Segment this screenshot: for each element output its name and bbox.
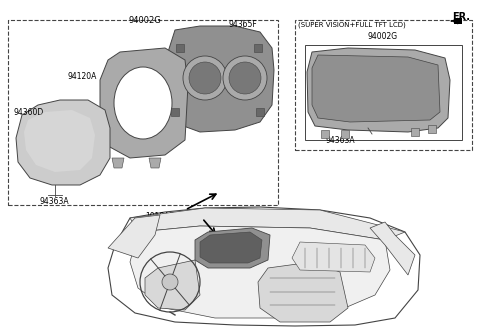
Bar xyxy=(171,108,179,116)
Polygon shape xyxy=(166,26,274,132)
Polygon shape xyxy=(24,110,95,172)
Bar xyxy=(254,44,262,52)
Text: 94002G: 94002G xyxy=(368,32,398,41)
Text: 94002G: 94002G xyxy=(129,16,161,25)
Polygon shape xyxy=(258,262,348,322)
Text: 94363A: 94363A xyxy=(325,136,355,145)
Bar xyxy=(8,20,278,205)
Circle shape xyxy=(189,62,221,94)
Bar xyxy=(411,128,419,136)
Polygon shape xyxy=(307,48,450,132)
Text: 94363A: 94363A xyxy=(40,197,70,206)
Circle shape xyxy=(223,56,267,100)
Circle shape xyxy=(183,56,227,100)
Circle shape xyxy=(162,274,178,290)
Polygon shape xyxy=(130,208,405,240)
Text: 94365F: 94365F xyxy=(228,20,257,29)
Polygon shape xyxy=(292,242,375,272)
Bar xyxy=(176,44,184,52)
Polygon shape xyxy=(112,158,124,168)
Polygon shape xyxy=(100,48,188,158)
Polygon shape xyxy=(312,55,440,122)
Text: 94360D: 94360D xyxy=(14,108,44,117)
Polygon shape xyxy=(130,226,390,318)
Text: 1018AD: 1018AD xyxy=(145,212,175,221)
Text: (SUPER VISION+FULL TFT LCD): (SUPER VISION+FULL TFT LCD) xyxy=(298,22,406,29)
Bar xyxy=(341,130,349,138)
Bar xyxy=(256,108,264,116)
Polygon shape xyxy=(195,228,270,268)
Polygon shape xyxy=(16,100,110,185)
Polygon shape xyxy=(149,158,161,168)
Polygon shape xyxy=(200,232,262,263)
Bar xyxy=(305,45,462,140)
Ellipse shape xyxy=(114,67,172,139)
Polygon shape xyxy=(145,260,200,310)
Bar xyxy=(321,130,329,138)
Polygon shape xyxy=(454,18,462,24)
Text: 94120A: 94120A xyxy=(68,72,97,81)
Circle shape xyxy=(229,62,261,94)
Bar xyxy=(428,125,436,133)
Bar xyxy=(295,20,472,150)
Polygon shape xyxy=(108,207,420,326)
Text: FR.: FR. xyxy=(452,12,470,22)
Polygon shape xyxy=(108,215,160,258)
Polygon shape xyxy=(370,222,415,275)
